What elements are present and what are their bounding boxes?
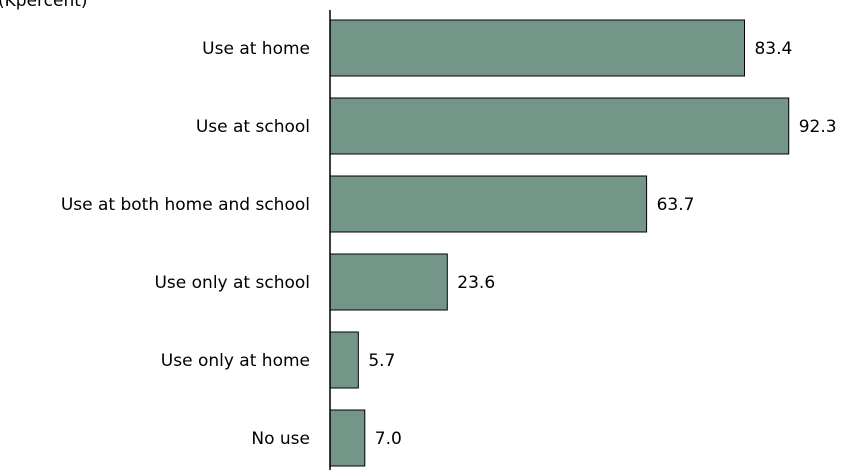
value-label-4: 5.7 [368, 351, 395, 371]
category-label-1: Use at school [196, 117, 310, 137]
header-fragment: (Kpercent) [0, 0, 88, 11]
bars-group: Use at home 83.4 Use at school 92.3 Use at b… [61, 19, 837, 467]
bar-4 [329, 331, 359, 389]
bar-5 [329, 409, 366, 467]
bar-1 [329, 97, 790, 155]
value-label-0: 83.4 [754, 39, 792, 59]
category-label-5: No use [251, 429, 310, 449]
value-label-3: 23.6 [457, 273, 495, 293]
value-label-1: 92.3 [799, 117, 837, 137]
category-label-3: Use only at school [154, 273, 310, 293]
category-label-2: Use at both home and school [61, 195, 310, 215]
bar-2 [329, 175, 648, 233]
bar-3 [329, 253, 448, 311]
bar-0 [329, 19, 745, 77]
value-label-5: 7.0 [375, 429, 402, 449]
value-label-2: 63.7 [657, 195, 695, 215]
category-label-0: Use at home [202, 39, 310, 59]
category-label-4: Use only at home [161, 351, 310, 371]
